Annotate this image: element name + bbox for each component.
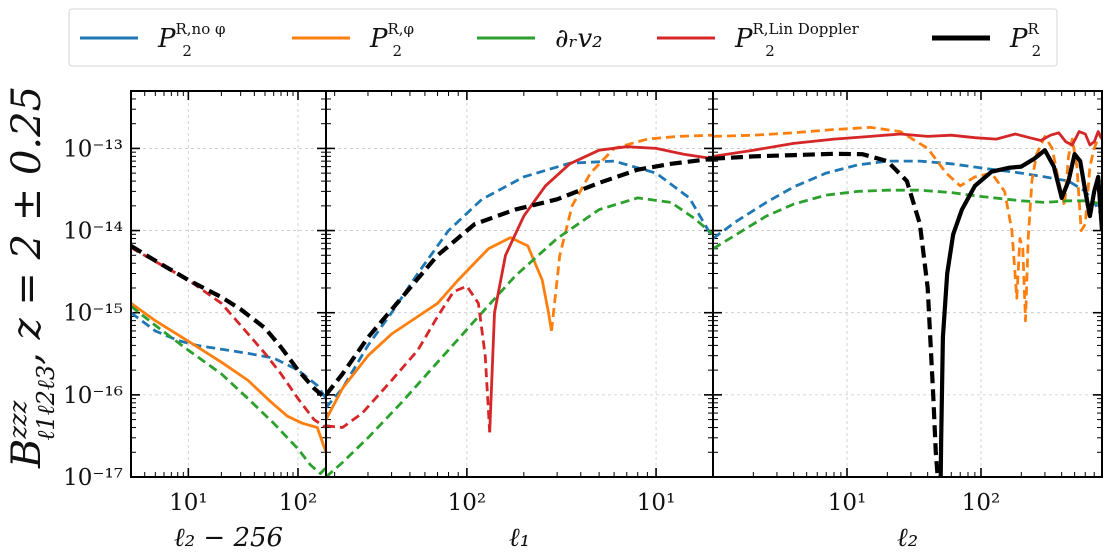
- series-tot-5: [938, 148, 1102, 477]
- legend-entry-dop: PR,Lin Doppler 2: [657, 20, 860, 60]
- y-tick-label: 10⁻¹⁵: [63, 301, 123, 327]
- panel-l1: 10² 10¹ ℓ₁: [325, 90, 714, 553]
- y-axis-label-sub: ℓ1ℓ2ℓ3: [32, 365, 60, 441]
- y-tick-label: 10⁻¹⁶: [63, 383, 123, 409]
- y-tick-label: 10⁻¹³: [63, 136, 123, 162]
- series-noPhi-0: [713, 159, 1102, 240]
- series-dv-3: [326, 196, 713, 477]
- x-axis-label: ℓ₂ − 256: [174, 523, 283, 553]
- series-phi-1: [713, 126, 1102, 323]
- panel-l2-minus-256: 10¹ 10² ℓ₂ − 256 10⁻¹⁷ 10⁻¹⁶ 10⁻¹⁵ 10⁻¹⁴ 10⁻¹³: [63, 90, 327, 553]
- x-tick-label: 10²: [962, 490, 1001, 516]
- x-tick-label: 10¹: [637, 490, 676, 516]
- x-tick-label: 10²: [448, 490, 487, 516]
- legend-label-dop: PR,Lin Doppler 2: [734, 20, 860, 60]
- legend-label-dv: ∂ᵣv₂: [555, 24, 603, 54]
- series-phi-2: [550, 133, 713, 332]
- legend-entry-dv: ∂ᵣv₂: [477, 24, 603, 54]
- series-dop-3: [131, 246, 326, 429]
- series-tot-4: [713, 151, 940, 477]
- series-tot-4: [131, 244, 326, 401]
- series-tot-6: [326, 156, 713, 397]
- y-axis-label-sup: zzz: [4, 400, 32, 439]
- series-phi-1: [326, 236, 553, 421]
- y-axis-label-z: , z = 2 ± 0.25: [4, 86, 50, 365]
- panel-l2: 10¹ 10² ℓ₂: [712, 90, 1103, 553]
- x-axis-label: ℓ₁: [509, 523, 530, 553]
- x-tick-label: 10²: [279, 490, 318, 516]
- x-tick-label: 10¹: [828, 490, 867, 516]
- y-axis-label-main: B: [4, 439, 50, 469]
- x-tick-label: 10¹: [169, 490, 208, 516]
- series-dop-4: [326, 284, 492, 433]
- panel-frame: [712, 90, 1103, 478]
- series-dv-2: [713, 188, 1102, 250]
- legend-label-tot: PR 2: [1009, 20, 1041, 60]
- y-tick-label: 10⁻¹⁴: [63, 219, 123, 245]
- x-axis-label: ℓ₂: [897, 523, 918, 553]
- legend-entry-phi: PR,φ 2: [292, 20, 414, 60]
- y-tick-label: 10⁻¹⁷: [63, 465, 123, 491]
- legend-entry-tot: PR 2: [932, 20, 1041, 60]
- series-dv-2: [131, 305, 326, 476]
- svg-text:Bzzzℓ1ℓ2ℓ3, z = 2 ± 0.25: Bzzzℓ1ℓ2ℓ3, z = 2 ± 0.25: [4, 86, 60, 469]
- legend: PR,no φ 2 PR,φ 2 ∂ᵣv₂ PR,Lin Doppler 2 PR 2: [68, 8, 1058, 67]
- series-dop-5: [488, 145, 713, 433]
- series-phi-1: [131, 302, 326, 453]
- series-dop-3: [713, 130, 1102, 158]
- legend-label-phi: PR,φ 2: [369, 20, 414, 60]
- y-axis-label: Bzzzℓ1ℓ2ℓ3, z = 2 ± 0.25: [4, 86, 60, 469]
- series-noPhi-0: [326, 159, 713, 409]
- series-noPhi-0: [131, 311, 326, 400]
